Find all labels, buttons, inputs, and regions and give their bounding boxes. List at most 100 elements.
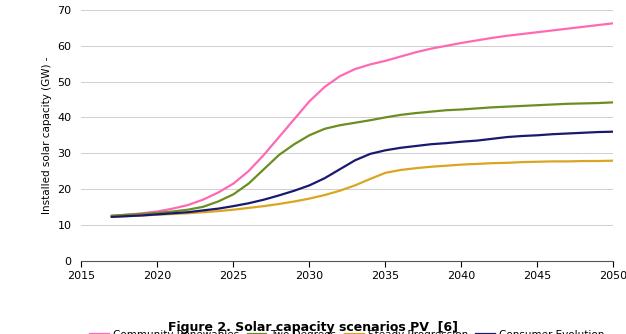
- Y-axis label: Installed solar capacity (GW) -: Installed solar capacity (GW) -: [42, 56, 52, 214]
- Community Renewables: [534, 30, 541, 34]
- Community Renewables: [305, 99, 313, 103]
- Two Degrees: [428, 110, 435, 114]
- Community Renewables: [382, 59, 389, 63]
- Steady Progression: [412, 166, 419, 170]
- Two Degrees: [397, 113, 404, 117]
- Two Degrees: [184, 208, 192, 212]
- Community Renewables: [428, 47, 435, 51]
- Steady Progression: [138, 213, 146, 217]
- Steady Progression: [518, 160, 526, 164]
- Consumer Evolution: [428, 142, 435, 146]
- Two Degrees: [382, 115, 389, 119]
- Line: Consumer Evolution: Consumer Evolution: [112, 132, 613, 217]
- Steady Progression: [564, 159, 572, 163]
- Two Degrees: [123, 213, 131, 217]
- Consumer Evolution: [473, 139, 480, 143]
- Two Degrees: [458, 108, 465, 112]
- Consumer Evolution: [534, 133, 541, 137]
- Community Renewables: [184, 203, 192, 207]
- Two Degrees: [412, 111, 419, 115]
- Community Renewables: [351, 67, 359, 71]
- Two Degrees: [473, 107, 480, 111]
- Consumer Evolution: [579, 131, 587, 135]
- Steady Progression: [366, 177, 374, 181]
- Community Renewables: [412, 50, 419, 54]
- Consumer Evolution: [336, 167, 344, 171]
- Community Renewables: [549, 28, 557, 32]
- Community Renewables: [169, 207, 177, 211]
- Steady Progression: [230, 208, 237, 212]
- Steady Progression: [108, 215, 116, 219]
- Consumer Evolution: [412, 144, 419, 148]
- Consumer Evolution: [366, 152, 374, 156]
- Community Renewables: [321, 85, 329, 89]
- Steady Progression: [503, 161, 511, 165]
- Two Degrees: [336, 123, 344, 127]
- Two Degrees: [260, 167, 267, 171]
- Consumer Evolution: [443, 141, 450, 145]
- Consumer Evolution: [123, 214, 131, 218]
- Steady Progression: [290, 199, 298, 203]
- Legend: Community Renewables, Two Degrees, Steady Progression, Consumer Evolution: Community Renewables, Two Degrees, Stead…: [86, 326, 609, 334]
- Two Degrees: [305, 133, 313, 137]
- Consumer Evolution: [230, 204, 237, 208]
- Community Renewables: [215, 190, 222, 194]
- Steady Progression: [169, 212, 177, 216]
- Steady Progression: [595, 159, 602, 163]
- Steady Progression: [245, 206, 252, 210]
- Steady Progression: [549, 159, 557, 163]
- Two Degrees: [518, 104, 526, 108]
- Steady Progression: [428, 165, 435, 169]
- Two Degrees: [215, 199, 222, 203]
- Community Renewables: [275, 135, 283, 139]
- Steady Progression: [397, 168, 404, 172]
- Consumer Evolution: [215, 207, 222, 211]
- Steady Progression: [260, 204, 267, 208]
- Community Renewables: [290, 117, 298, 121]
- Community Renewables: [518, 32, 526, 36]
- Consumer Evolution: [199, 208, 207, 212]
- Consumer Evolution: [503, 135, 511, 139]
- Consumer Evolution: [549, 132, 557, 136]
- Steady Progression: [473, 162, 480, 166]
- Line: Steady Progression: Steady Progression: [112, 161, 613, 217]
- Consumer Evolution: [245, 201, 252, 205]
- Community Renewables: [123, 213, 131, 217]
- Text: Figure 2. Solar capacity scenarios PV  [6]: Figure 2. Solar capacity scenarios PV [6…: [168, 321, 458, 334]
- Community Renewables: [366, 62, 374, 66]
- Steady Progression: [123, 214, 131, 218]
- Community Renewables: [595, 23, 602, 27]
- Community Renewables: [610, 21, 617, 25]
- Steady Progression: [305, 197, 313, 201]
- Community Renewables: [473, 38, 480, 42]
- Two Degrees: [488, 105, 496, 109]
- Two Degrees: [503, 105, 511, 109]
- Consumer Evolution: [382, 148, 389, 152]
- Consumer Evolution: [108, 215, 116, 219]
- Two Degrees: [138, 212, 146, 216]
- Consumer Evolution: [138, 213, 146, 217]
- Two Degrees: [443, 108, 450, 112]
- Consumer Evolution: [305, 183, 313, 187]
- Two Degrees: [595, 101, 602, 105]
- Two Degrees: [245, 182, 252, 186]
- Steady Progression: [579, 159, 587, 163]
- Two Degrees: [564, 102, 572, 106]
- Two Degrees: [321, 127, 329, 131]
- Two Degrees: [199, 205, 207, 209]
- Steady Progression: [321, 193, 329, 197]
- Consumer Evolution: [488, 137, 496, 141]
- Community Renewables: [443, 44, 450, 48]
- Steady Progression: [610, 159, 617, 163]
- Consumer Evolution: [321, 176, 329, 180]
- Two Degrees: [275, 153, 283, 157]
- Steady Progression: [443, 164, 450, 168]
- Community Renewables: [153, 209, 161, 213]
- Consumer Evolution: [518, 134, 526, 138]
- Two Degrees: [549, 103, 557, 107]
- Community Renewables: [503, 34, 511, 38]
- Consumer Evolution: [169, 211, 177, 215]
- Community Renewables: [336, 74, 344, 78]
- Steady Progression: [351, 183, 359, 187]
- Consumer Evolution: [610, 130, 617, 134]
